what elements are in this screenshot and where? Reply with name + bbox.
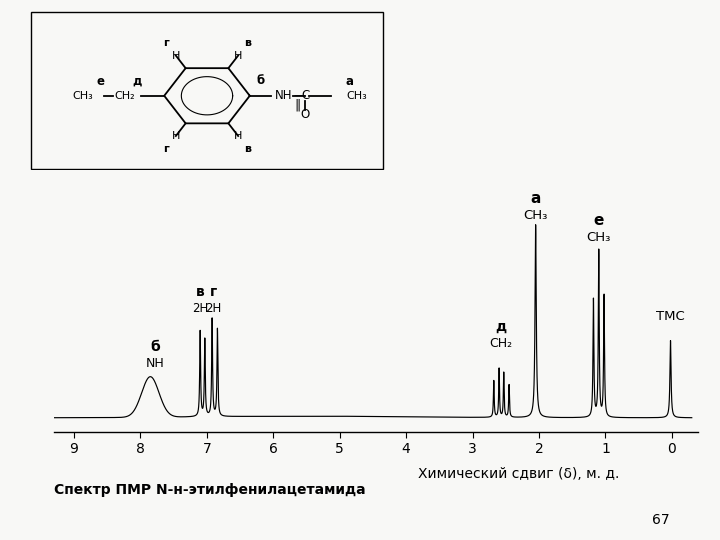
Text: в: в: [245, 144, 251, 154]
Text: 67: 67: [652, 513, 670, 527]
Text: Химический сдвиг (δ), м. д.: Химический сдвиг (δ), м. д.: [418, 467, 619, 481]
Text: NH: NH: [275, 89, 292, 102]
Text: H: H: [234, 51, 243, 60]
Text: NH: NH: [145, 357, 164, 370]
Text: H: H: [171, 131, 180, 141]
Text: д: д: [495, 320, 507, 334]
Text: е: е: [96, 75, 104, 87]
Text: а: а: [346, 75, 354, 87]
Text: H: H: [171, 51, 180, 60]
Text: —: —: [293, 90, 304, 100]
Text: 2H: 2H: [205, 302, 222, 315]
Text: Спектр ПМР N-н-этилфенилацетамида: Спектр ПМР N-н-этилфенилацетамида: [54, 483, 366, 497]
Text: г: г: [163, 144, 169, 154]
Text: CH₃: CH₃: [587, 231, 611, 244]
Text: б: б: [150, 340, 160, 354]
Text: б: б: [256, 74, 264, 87]
Text: CH₃: CH₃: [72, 91, 93, 101]
Text: д: д: [132, 75, 142, 87]
Text: 2H: 2H: [192, 302, 208, 315]
Text: а: а: [531, 191, 541, 206]
Text: CH₂: CH₂: [490, 337, 513, 350]
Text: O: O: [300, 109, 310, 122]
Text: ТМС: ТМС: [656, 310, 685, 323]
Text: е: е: [593, 213, 604, 228]
Text: CH₃: CH₃: [523, 209, 548, 222]
Text: C: C: [301, 89, 309, 102]
Text: в: в: [245, 38, 251, 48]
Text: CH₃: CH₃: [347, 91, 367, 101]
Text: в: в: [196, 285, 204, 299]
Text: CH₂: CH₂: [114, 91, 135, 101]
Text: ‖: ‖: [294, 99, 300, 112]
Text: г: г: [163, 38, 169, 48]
Text: г: г: [210, 285, 217, 299]
Text: H: H: [234, 131, 243, 141]
